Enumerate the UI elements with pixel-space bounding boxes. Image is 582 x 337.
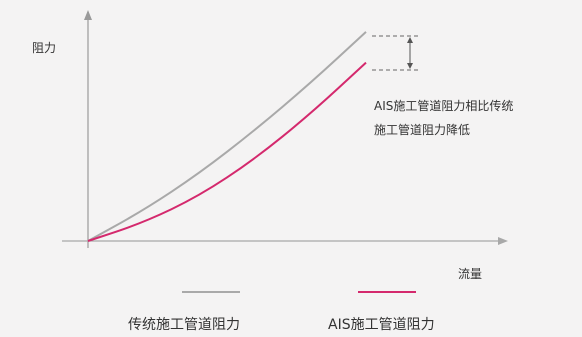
annotation-text: AIS施工管道阻力相比传统 施工管道阻力降低 — [374, 94, 513, 142]
legend-label-ais: AIS施工管道阻力 — [328, 317, 435, 333]
series-line-0 — [87, 31, 367, 242]
y-axis-label: 阻力 — [32, 41, 56, 55]
diff-arrow-down — [407, 63, 413, 69]
annotation-line-1: AIS施工管道阻力相比传统 — [374, 99, 514, 113]
legend-label-traditional: 传统施工管道阻力 — [128, 317, 240, 333]
annotation-line-2: 施工管道阻力降低 — [374, 123, 471, 137]
x-axis-arrow — [498, 237, 508, 245]
x-axis-label: 流量 — [458, 267, 482, 281]
series-line-1 — [87, 61, 367, 242]
y-axis-arrow — [84, 10, 92, 20]
diff-arrow-up — [407, 37, 413, 43]
